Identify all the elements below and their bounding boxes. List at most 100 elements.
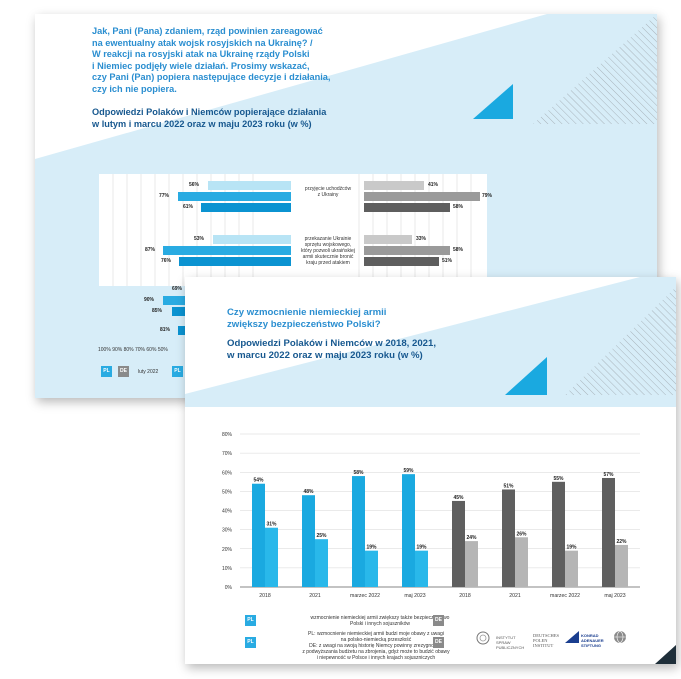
legend2-text-2: PL: wzmocnienie niemieckiej armii budzi … [302, 631, 450, 661]
label-pl-mar2022-refugees: 77% [159, 193, 170, 199]
label-de-mar2022-refugees: 79% [482, 193, 493, 199]
legend-pl-swatch: PL [101, 366, 112, 377]
bar-pl-2021-concern [315, 539, 328, 587]
legend2-pl-swatch-2: PL [245, 637, 256, 648]
ytick-70: 70% [222, 451, 233, 457]
bar-pl-2018-strengthen [252, 483, 265, 587]
data-label-2-a: 58% [353, 470, 364, 476]
data-label-1-b: 25% [316, 533, 327, 539]
bar-de-mar2022-weapons [364, 246, 450, 255]
category-weapons: przekazanie Ukrainie sprzętu wojskowego,… [295, 236, 361, 266]
globe-logo-icon [614, 630, 626, 644]
bar-pl-2018-concern [265, 527, 278, 587]
ytick-20: 20% [222, 547, 233, 553]
bar-de-2018-concern [465, 541, 478, 587]
label-pl-feb2022-refugees: 56% [189, 182, 200, 188]
bar-de-may2023-refugees [364, 203, 450, 212]
bar-pl-mar2022-refugees [178, 192, 291, 201]
data-label-0-a: 54% [253, 478, 264, 484]
slide-card-refugees-military: Jak, Pani (Pana) zdaniem, rząd powinien … [35, 14, 657, 398]
label-pl-feb2022-group3: 69% [172, 286, 183, 292]
bar-de-marzec-2022-concern [565, 550, 578, 587]
slide2-question: Czy wzmocnienie niemieckiej armii zwięks… [227, 307, 387, 331]
bar-de-mar2022-refugees [364, 192, 480, 201]
category-label-0: 2018 [259, 593, 271, 599]
label-pl-group4: 81% [160, 327, 171, 333]
logo-dpi: DEUTSCHES POLEN INSTITUT [533, 633, 560, 648]
slide1-chart-area: 56% 77% 61% przyjęcie uchodźców z Ukrain… [99, 174, 492, 286]
legend2-de-swatch-2: DE [433, 637, 444, 648]
slide2-white-triangle [185, 277, 640, 394]
category-refugees-line-2: z Ukrainy [317, 192, 339, 198]
category-label-2: marzec 2022 [350, 593, 380, 599]
label-de-mar2022-weapons: 58% [453, 247, 464, 253]
slide1-chart [112, 174, 472, 286]
label-de-may2023-refugees: 58% [453, 204, 464, 210]
xtick-90: 90% [112, 347, 123, 353]
data-label-1-a: 48% [303, 489, 314, 495]
slide1-question: Jak, Pani (Pana) zdaniem, rząd powinien … [92, 26, 331, 94]
category-label-7: maj 2023 [604, 593, 625, 599]
category-weapons-line-5: kraju przed atakiem [306, 260, 350, 266]
data-label-4-b: 24% [466, 535, 477, 541]
logo-kas: KONRAD ADENAUER STIFTUNG [581, 633, 604, 648]
ytick-30: 30% [222, 528, 233, 534]
slide-card-german-army: Czy wzmocnienie niemieckiej armii zwięks… [185, 277, 676, 664]
data-label-5-b: 26% [516, 531, 527, 537]
legend2-pl-swatch-1: PL [245, 615, 256, 626]
bar-pl-maj-2023-strengthen [402, 474, 415, 587]
bar-pl-maj-2023-concern [415, 550, 428, 587]
legend-de-swatch: DE [118, 366, 129, 377]
slide2-corner-accent [655, 645, 676, 664]
category-weapons-line-3: który pozwoli ukraińskiej [301, 248, 355, 254]
legend2-text-1: wzmocnienie niemieckiej armii zwiększy t… [310, 615, 450, 627]
bar-pl-feb2022-weapons [213, 235, 291, 244]
x-axis-ticks: 100% 90% 80% 70% 60% 50% [98, 347, 168, 353]
data-label-6-b: 19% [566, 545, 577, 551]
label-pl-may2023-refugees: 61% [183, 204, 194, 210]
data-label-3-a: 59% [403, 468, 414, 474]
legend-feb2022: luty 2022 [138, 369, 159, 375]
xtick-80: 80% [123, 347, 134, 353]
bar-de-maj-2023-concern [615, 544, 628, 587]
label-de-feb2022-weapons: 33% [416, 236, 427, 242]
seal-logo-icon [476, 631, 490, 645]
bar-pl-marzec-2022-concern [365, 550, 378, 587]
ytick-60: 60% [222, 470, 233, 476]
label-pl-feb2022-weapons: 53% [194, 236, 205, 242]
category-label-5: 2021 [509, 593, 521, 599]
label-de-may2023-weapons: 51% [442, 258, 453, 264]
data-label-4-a: 45% [453, 495, 464, 501]
slide1-white-triangle [35, 14, 547, 159]
category-weapons-line-4: armii skutecznie bronić [302, 254, 354, 260]
category-label-6: marzec 2022 [550, 593, 580, 599]
bar-de-may2023-weapons [364, 257, 439, 266]
xtick-60: 60% [146, 347, 157, 353]
bar-pl-mar2022-weapons [163, 246, 291, 255]
category-refugees: przyjęcie uchodźców z Ukrainy [295, 186, 361, 198]
label-pl-may2023-weapons: 76% [161, 258, 172, 264]
label-pl-may2023-group3: 85% [152, 308, 163, 314]
data-label-5-a: 51% [503, 483, 514, 489]
ytick-50: 50% [222, 489, 233, 495]
label-pl-mar2022-group3: 90% [144, 297, 155, 303]
bar-de-maj-2023-strengthen [602, 477, 615, 587]
slide1-subtitle: Odpowiedzi Polaków i Niemców popierające… [92, 107, 327, 129]
data-label-0-b: 31% [266, 522, 277, 528]
bar-pl-2021-strengthen [302, 495, 315, 587]
category-label-4: 2018 [459, 593, 471, 599]
label-de-feb2022-refugees: 41% [428, 182, 439, 188]
data-label-2-b: 19% [366, 545, 377, 551]
category-weapons-line-1: przekazanie Ukrainie [304, 236, 352, 242]
slide2-subtitle: Odpowiedzi Polaków i Niemców w 2018, 202… [227, 338, 437, 362]
bar-pl-may2023-refugees [201, 203, 291, 212]
category-refugees-line-1: przyjęcie uchodźców [304, 186, 352, 192]
slide2-chart-panel: 80% 70% 60% 50% 40% 30% 20% 10% 0% 54% 31% 2018 48% 2… [185, 407, 676, 664]
bar-de-feb2022-refugees [364, 181, 424, 190]
bar-pl-marzec-2022-strengthen [352, 476, 365, 587]
xtick-50: 50% [157, 347, 168, 353]
data-label-6-a: 55% [553, 476, 564, 482]
bar-pl-feb2022-refugees [208, 181, 291, 190]
ytick-40: 40% [222, 509, 233, 515]
bar-de-feb2022-weapons [364, 235, 412, 244]
